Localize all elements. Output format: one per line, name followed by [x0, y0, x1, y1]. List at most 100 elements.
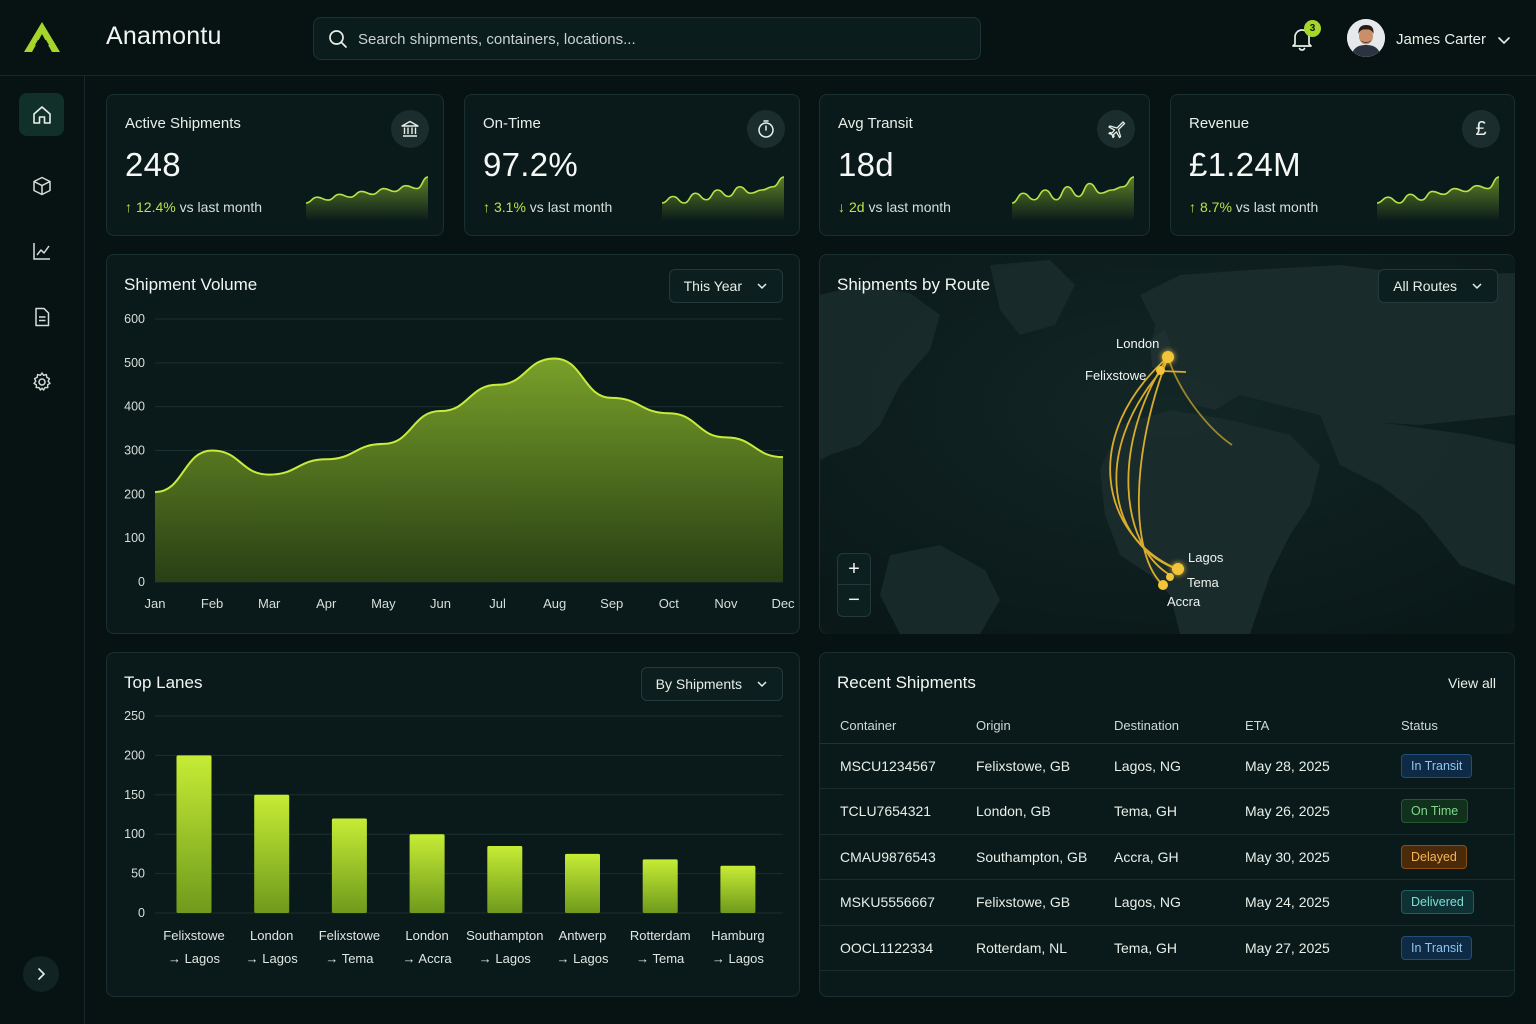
avatar[interactable]: [1347, 19, 1385, 57]
volume-point[interactable]: [321, 454, 331, 464]
kpi-change: ↑ 12.4% vs last month: [125, 199, 262, 215]
x-tick-label: Sep: [600, 596, 623, 611]
lane-bar[interactable]: [720, 865, 756, 913]
volume-point[interactable]: [207, 446, 217, 456]
kpi-label: Revenue: [1189, 115, 1250, 132]
cell-status: On Time: [1381, 788, 1514, 835]
world-map[interactable]: [820, 255, 1515, 634]
volume-point[interactable]: [550, 353, 560, 363]
lane-bar[interactable]: [409, 834, 445, 913]
volume-point[interactable]: [264, 470, 274, 480]
col-eta[interactable]: ETA: [1225, 709, 1381, 744]
city-marker-accra[interactable]: [1158, 580, 1168, 590]
lane-bar[interactable]: [642, 859, 678, 913]
city-label-tema: Tema: [1187, 575, 1219, 590]
lane-origin-label: Felixstowe: [163, 928, 224, 943]
city-marker-lagos[interactable]: [1172, 563, 1184, 575]
kpi-card[interactable]: Avg Transit 18d ↓ 2d vs last month: [819, 94, 1150, 236]
city-marker-london[interactable]: [1162, 351, 1174, 363]
y-tick-label: 100: [124, 827, 145, 841]
table-row[interactable]: MSCU1234567 Felixstowe, GB Lagos, NG May 28…: [820, 743, 1514, 789]
cell-eta: May 30, 2025: [1225, 834, 1381, 880]
volume-point[interactable]: [435, 406, 445, 416]
sparkline-line: [661, 176, 785, 204]
y-tick-label: 400: [124, 400, 145, 414]
cell-container: MSKU5556667: [820, 879, 956, 926]
lane-bar[interactable]: [254, 794, 290, 913]
x-tick-label: Nov: [714, 596, 738, 611]
cell-container: TCLU7654321: [820, 788, 956, 835]
kpi-sparkline: [661, 176, 785, 221]
lane-origin-label: London: [250, 928, 293, 943]
sidebar-item-shipments[interactable]: [19, 164, 64, 207]
col-destination[interactable]: Destination: [1094, 709, 1225, 744]
kpi-change-suffix: vs last month: [175, 199, 263, 215]
y-tick-label: 100: [124, 531, 145, 545]
volume-point[interactable]: [378, 439, 388, 449]
status-badge: Delayed: [1401, 844, 1467, 869]
cell-destination: Tema, GH: [1094, 788, 1225, 835]
table-row[interactable]: OOCL1122334 Rotterdam, NL Tema, GH May 27, …: [820, 925, 1514, 971]
cell-status: In Transit: [1381, 743, 1514, 789]
volume-point[interactable]: [493, 380, 503, 390]
chevron-down-icon[interactable]: [1497, 33, 1511, 47]
kpi-card[interactable]: Revenue £1.24M ↑ 8.7% vs last month £: [1170, 94, 1515, 236]
user-name[interactable]: James Carter: [1396, 31, 1487, 48]
app-logo-icon[interactable]: [22, 20, 62, 54]
arrow-up-icon: ↑: [1189, 199, 1196, 215]
volume-point[interactable]: [150, 487, 160, 497]
kpi-change: ↑ 3.1% vs last month: [483, 199, 612, 215]
x-tick-label: Oct: [659, 596, 680, 611]
top-lanes-title: Top Lanes: [124, 673, 203, 692]
routes-filter-dropdown[interactable]: All Routes: [1378, 269, 1498, 303]
x-tick-label: May: [371, 596, 396, 611]
line-chart-icon: [32, 242, 50, 260]
sidebar-item-settings[interactable]: [19, 360, 64, 403]
volume-point[interactable]: [607, 393, 617, 403]
volume-point[interactable]: [721, 432, 731, 442]
kpi-card[interactable]: On-Time 97.2% ↑ 3.1% vs last month: [464, 94, 800, 236]
lane-bar[interactable]: [331, 818, 367, 913]
table-row[interactable]: TCLU7654321 London, GB Tema, GH May 26, 202…: [820, 788, 1514, 835]
x-tick-label: Jul: [489, 596, 506, 611]
cell-destination: Lagos, NG: [1094, 879, 1225, 926]
status-badge: Delivered: [1401, 890, 1474, 915]
table-row[interactable]: CMAU9876543 Southampton, GB Accra, GH May 3…: [820, 834, 1514, 880]
lane-bar[interactable]: [176, 755, 212, 913]
pound-icon: £: [1462, 110, 1500, 148]
lanes-metric-dropdown[interactable]: By Shipments: [640, 667, 783, 701]
kpi-card[interactable]: Active Shipments 248 ↑ 12.4% vs last month: [106, 94, 444, 236]
lane-origin-label: Southampton: [466, 928, 543, 943]
col-status[interactable]: Status: [1381, 709, 1514, 744]
table-header-row: Container Origin Destination ETA Status: [820, 709, 1514, 744]
zoom-in-button[interactable]: +: [838, 554, 870, 585]
city-label-lagos: Lagos: [1188, 550, 1224, 565]
col-origin[interactable]: Origin: [956, 709, 1094, 744]
volume-point[interactable]: [778, 452, 788, 462]
search-bar[interactable]: Search shipments, containers, locations.…: [313, 17, 981, 60]
city-label-accra: Accra: [1167, 594, 1201, 609]
lane-bar[interactable]: [487, 846, 523, 913]
lane-destination-label: → Lagos: [168, 951, 221, 966]
lane-origin-label: Rotterdam: [630, 928, 691, 943]
col-container[interactable]: Container: [820, 709, 956, 744]
sidebar-item-home[interactable]: [19, 93, 64, 136]
sidebar-item-documents[interactable]: [19, 295, 64, 338]
zoom-out-button[interactable]: −: [848, 589, 860, 611]
search-icon: [329, 30, 347, 48]
sidebar-item-analytics[interactable]: [19, 229, 64, 272]
view-all-link[interactable]: View all: [1448, 675, 1496, 691]
cell-origin: Felixstowe, GB: [956, 879, 1094, 926]
volume-point[interactable]: [664, 408, 674, 418]
sparkline-line: [1011, 176, 1135, 204]
cell-eta: May 24, 2025: [1225, 879, 1381, 926]
cell-destination: Tema, GH: [1094, 925, 1225, 971]
y-tick-label: 300: [124, 444, 145, 458]
lane-bar[interactable]: [565, 853, 600, 913]
shipments-by-route-card: Shipments by Route All Routes London Fel…: [819, 254, 1515, 634]
volume-period-dropdown[interactable]: This Year: [668, 269, 783, 303]
sidebar-expand-button[interactable]: [23, 956, 59, 992]
table-row[interactable]: MSKU5556667 Felixstowe, GB Lagos, NG May 24…: [820, 879, 1514, 926]
city-marker-felixstowe[interactable]: [1156, 366, 1165, 375]
city-marker-tema[interactable]: [1166, 573, 1174, 581]
